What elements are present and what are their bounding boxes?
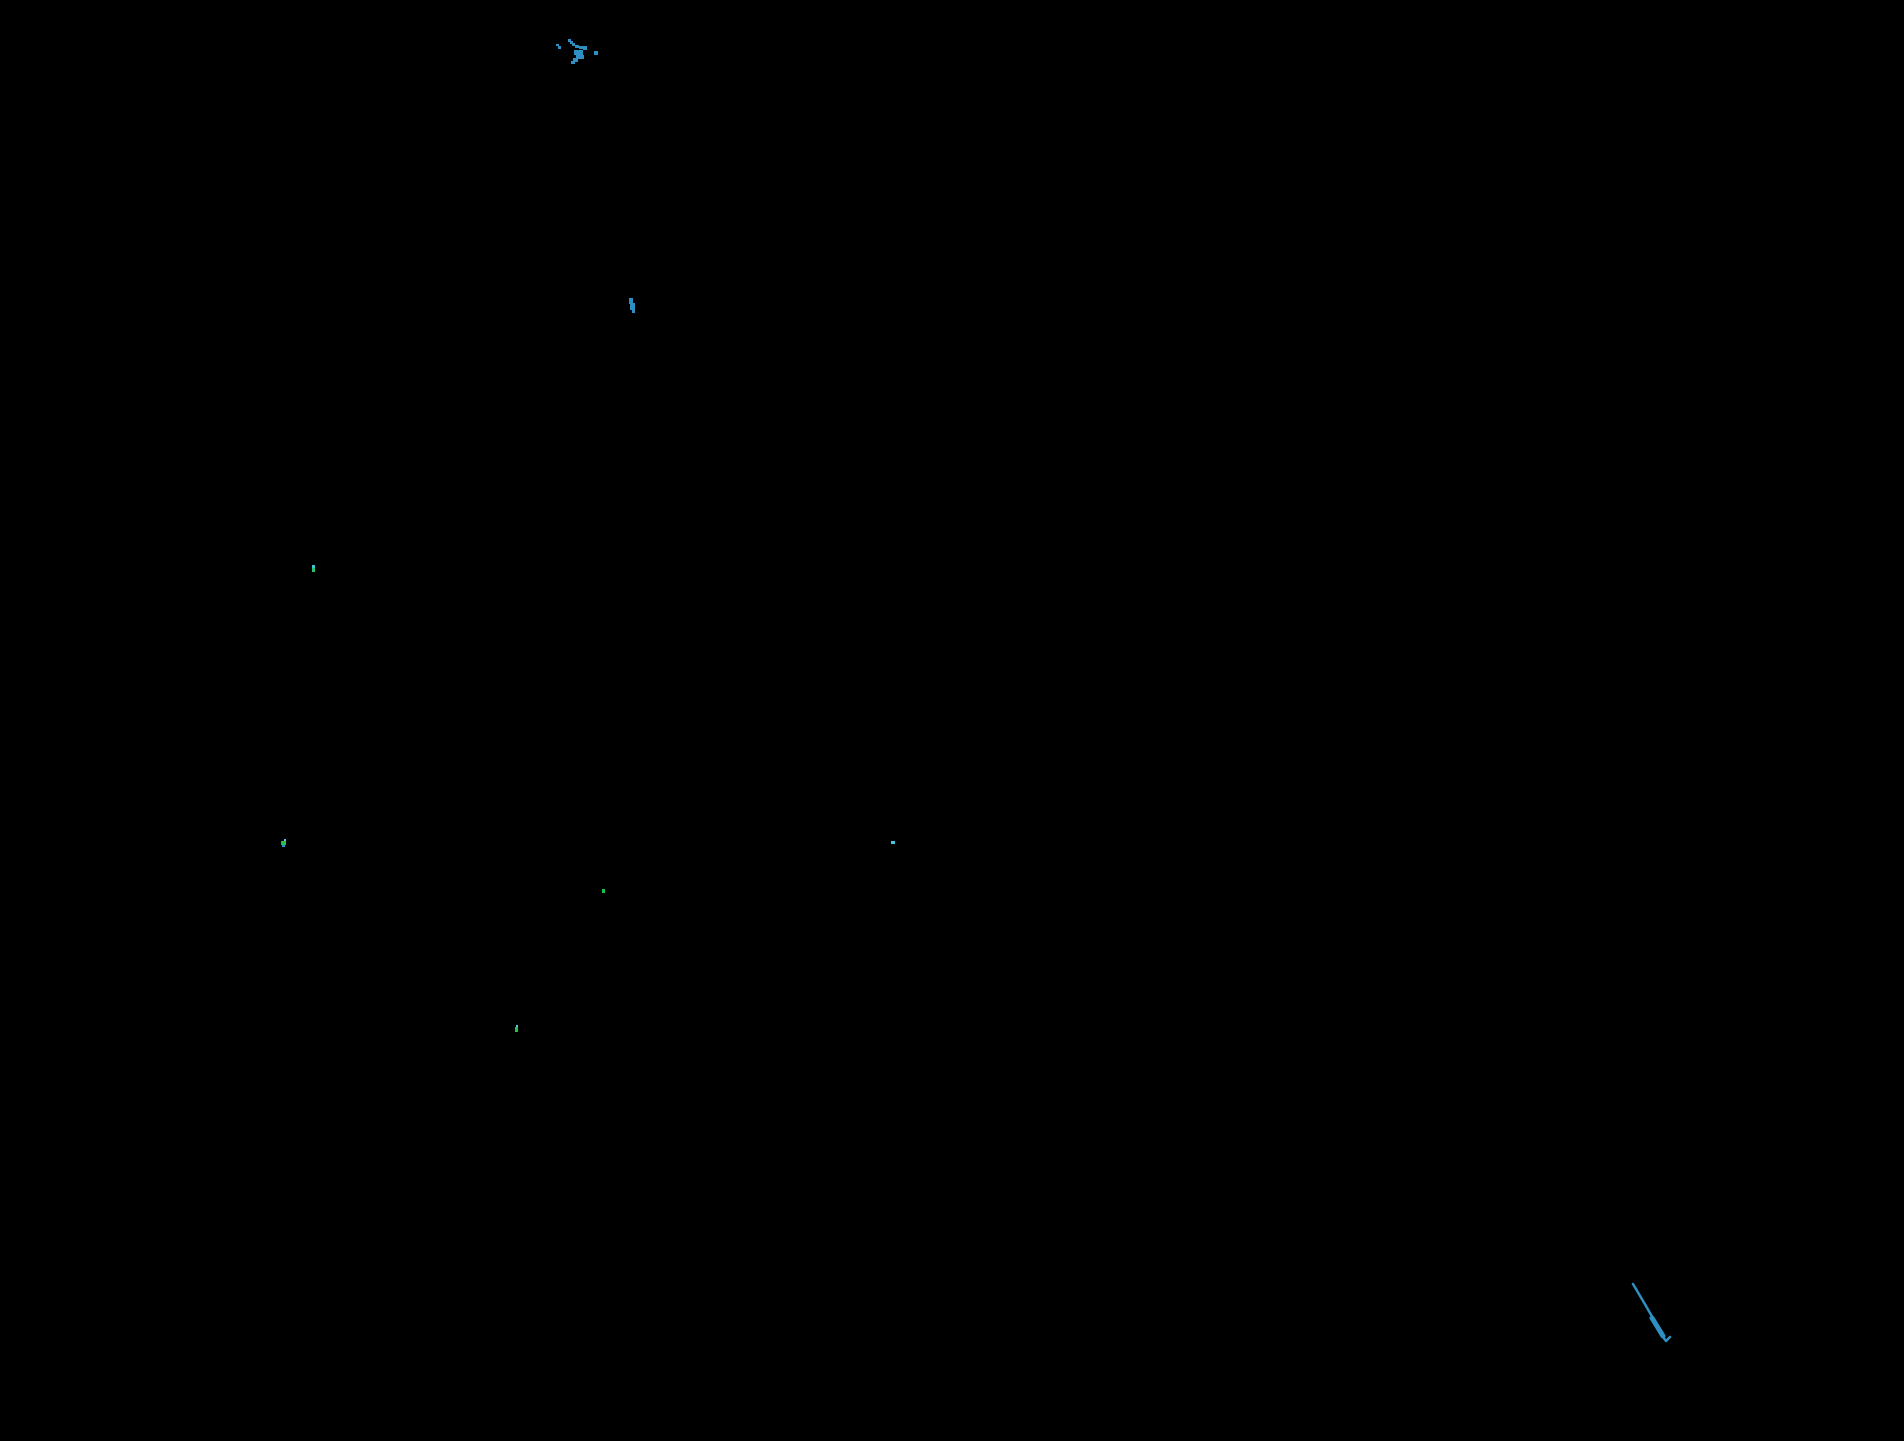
island-pixel-shape bbox=[1649, 1315, 1666, 1339]
island-pixel-shape bbox=[570, 41, 573, 44]
island-pixel-shape bbox=[571, 61, 575, 64]
island-pixel-shape bbox=[632, 309, 635, 313]
island-streak-southeast bbox=[1631, 1282, 1672, 1343]
island-pixel-shape bbox=[573, 58, 578, 62]
island-pixel-shape bbox=[602, 889, 605, 893]
island-pixel-shape bbox=[568, 39, 571, 42]
island-pixel-shape bbox=[558, 46, 561, 49]
islet-green-tick-south bbox=[515, 1025, 518, 1032]
island-pixel-shape bbox=[312, 565, 315, 568]
island-pixel-shape bbox=[630, 303, 635, 310]
island-pixel-shape bbox=[284, 839, 286, 841]
islet-green-square-center bbox=[602, 889, 605, 893]
islet-teal-tick-west bbox=[312, 565, 315, 572]
island-pixel-shape bbox=[516, 1025, 518, 1027]
island-blob-upper-center bbox=[629, 298, 635, 313]
island-pixel-shape bbox=[583, 46, 587, 50]
island-pixel-shape bbox=[281, 841, 286, 845]
island-pixel-shape bbox=[579, 46, 583, 49]
island-pixel-shape bbox=[282, 845, 285, 847]
island-pixel-shape bbox=[594, 51, 598, 55]
island-pixel-shape bbox=[891, 841, 895, 844]
island-pixel-shape bbox=[312, 568, 315, 572]
island-pixel-shape bbox=[515, 1027, 518, 1032]
island-pixel-shape bbox=[556, 44, 559, 46]
island-pixel-shape bbox=[629, 298, 633, 304]
island-pixel-shape bbox=[575, 45, 579, 48]
island-pixel-shape bbox=[572, 43, 575, 46]
archipelago-cluster-northwest bbox=[556, 39, 598, 64]
island-pixel-shape bbox=[576, 55, 584, 59]
islet-cyan-center-east bbox=[891, 841, 895, 844]
islet-green-southwest bbox=[281, 839, 286, 847]
island-pixel-shape bbox=[574, 50, 583, 55]
